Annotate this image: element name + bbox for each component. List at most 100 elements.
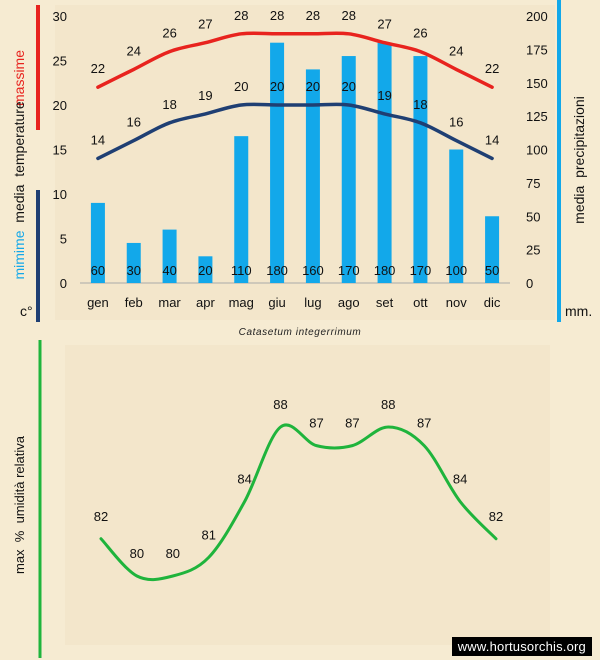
right-tick-label: 125	[526, 109, 548, 124]
min-temp-data-label: 19	[198, 88, 212, 103]
humidity-data-label: 88	[273, 397, 287, 412]
max-temp-data-label: 27	[198, 17, 212, 32]
category-label: mar	[158, 295, 181, 310]
max-temp-data-label: 22	[485, 61, 499, 76]
precip-data-label: 160	[302, 263, 324, 278]
max-temp-line	[96, 31, 494, 89]
precip-bar	[305, 69, 320, 284]
category-label: apr	[196, 295, 215, 310]
precip-data-label: 180	[266, 263, 288, 278]
precip-data-label: 170	[338, 263, 360, 278]
precip-bar	[413, 56, 428, 283]
precip-bar	[341, 56, 356, 283]
left-tick-label: 30	[53, 9, 67, 24]
precip-bar	[90, 202, 105, 283]
humidity-data-label: 81	[201, 527, 215, 542]
humidity-data-label: 87	[417, 416, 431, 431]
humidity-data-label: 84	[453, 472, 467, 487]
left-tick-label: 20	[53, 98, 67, 113]
precip-data-label: 40	[162, 263, 176, 278]
category-label: ott	[413, 295, 428, 310]
max-temp-data-label: 28	[306, 8, 320, 23]
axis-label-precipitation: media precipitazioni	[571, 96, 587, 224]
max-temp-data-label: 24	[127, 43, 141, 58]
right-tick-label: 25	[526, 243, 540, 258]
right-tick-label: 75	[526, 176, 540, 191]
precip-data-label: 110	[231, 263, 252, 278]
chart-title: Catasetum integerrimum	[239, 327, 362, 338]
precip-data-label: 170	[410, 263, 432, 278]
max-temp-data-label: 28	[270, 8, 284, 23]
category-label: gen	[87, 295, 109, 310]
category-label: lug	[304, 295, 321, 310]
min-temp-data-label: 16	[449, 115, 463, 130]
precip-data-label: 60	[91, 263, 105, 278]
min-temp-data-label: 19	[377, 88, 391, 103]
precip-bar	[198, 256, 213, 283]
precip-data-label: 100	[445, 263, 467, 278]
max-temp-data-label: 27	[377, 17, 391, 32]
max-temp-data-label: 22	[91, 61, 105, 76]
right-tick-label: 175	[526, 42, 548, 57]
humidity-data-label: 80	[166, 546, 180, 561]
precip-bar	[270, 42, 285, 284]
max-temp-data-label: 26	[162, 26, 176, 41]
min-temp-data-label: 14	[485, 132, 499, 147]
category-label: mag	[229, 295, 254, 310]
max-temp-data-label: 24	[449, 43, 463, 58]
right-axis-unit: mm.	[565, 303, 592, 319]
min-temp-data-label: 18	[162, 97, 176, 112]
category-label: giu	[268, 295, 285, 310]
right-tick-label: 0	[526, 276, 533, 291]
precip-bar	[449, 149, 464, 283]
category-label: feb	[125, 295, 143, 310]
left-tick-label: 25	[53, 54, 67, 69]
axis-label-max: massime	[11, 50, 27, 106]
max-temp-data-label: 28	[342, 8, 356, 23]
right-tick-label: 50	[526, 209, 540, 224]
right-tick-label: 100	[526, 143, 548, 158]
humidity-data-label: 82	[489, 509, 503, 524]
category-label: ago	[338, 295, 360, 310]
category-label: nov	[446, 295, 467, 310]
left-tick-label: 15	[53, 143, 67, 158]
humidity-chart-panel	[65, 345, 550, 645]
precip-data-label: 180	[374, 263, 396, 278]
precip-bar	[126, 242, 141, 283]
humidity-data-label: 87	[309, 416, 323, 431]
left-tick-label: 5	[60, 232, 67, 247]
category-label: dic	[484, 295, 501, 310]
min-temp-data-label: 18	[413, 97, 427, 112]
category-label: set	[376, 295, 394, 310]
humidity-data-label: 80	[130, 546, 144, 561]
min-temp-data-label: 20	[234, 79, 248, 94]
axis-label-humidity: max % umidità relativa	[12, 435, 27, 574]
humidity-data-label: 87	[345, 416, 359, 431]
humidity-data-label: 84	[237, 472, 251, 487]
precip-data-label: 20	[198, 263, 212, 278]
min-temp-data-label: 16	[127, 115, 141, 130]
min-temp-data-label: 14	[91, 132, 105, 147]
left-axis-unit: c°	[20, 303, 33, 319]
precip-data-label: 30	[127, 263, 141, 278]
axis-label-min: mimime	[11, 230, 27, 279]
axis-label-temperature: media temperature	[11, 101, 27, 223]
min-temp-data-label: 20	[342, 79, 356, 94]
precip-bar	[485, 216, 500, 283]
humidity-data-label: 88	[381, 397, 395, 412]
min-temp-line	[96, 102, 494, 161]
right-tick-label: 200	[526, 9, 548, 24]
min-temp-data-label: 20	[306, 79, 320, 94]
precip-bar	[162, 229, 177, 283]
left-tick-label: 10	[53, 187, 67, 202]
watermark: www.hortusorchis.org	[451, 637, 592, 656]
right-tick-label: 150	[526, 76, 548, 91]
precip-data-label: 50	[485, 263, 499, 278]
min-temp-data-label: 20	[270, 79, 284, 94]
humidity-data-label: 82	[94, 509, 108, 524]
left-tick-label: 0	[60, 276, 67, 291]
precip-bar	[234, 136, 249, 283]
max-temp-data-label: 28	[234, 8, 248, 23]
precip-bar	[377, 42, 392, 284]
